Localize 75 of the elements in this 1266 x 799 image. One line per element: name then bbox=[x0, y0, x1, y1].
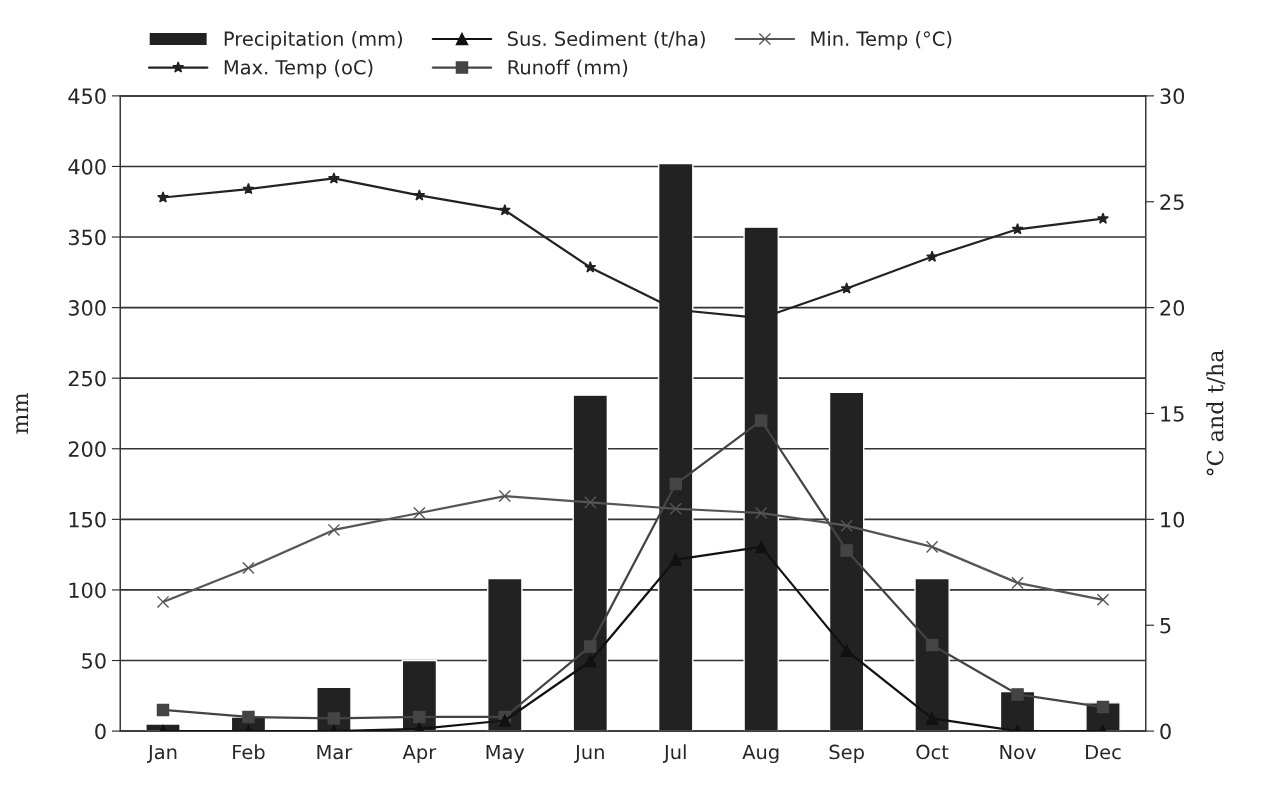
point bbox=[926, 250, 939, 262]
x-tick-label: Dec bbox=[1086, 744, 1121, 760]
y2-axis-title: °C and t/ha bbox=[1206, 350, 1226, 476]
point bbox=[498, 203, 511, 216]
y2-tick-label: 0 bbox=[1160, 723, 1171, 740]
x-tick-label: Sep bbox=[829, 744, 864, 764]
y2-tick-label: 30 bbox=[1160, 88, 1185, 105]
point bbox=[754, 506, 768, 520]
point bbox=[156, 595, 170, 609]
bar bbox=[572, 394, 609, 732]
point bbox=[584, 496, 597, 509]
point bbox=[584, 261, 597, 273]
x-tick-label: May bbox=[486, 744, 525, 764]
y2-tick-label: 20 bbox=[1160, 300, 1185, 316]
x-tick-label: Oct bbox=[916, 744, 949, 760]
y-tick-label: 250 bbox=[68, 370, 106, 387]
y2-tick-label: 15 bbox=[1161, 406, 1184, 422]
point bbox=[242, 561, 255, 575]
point bbox=[1011, 688, 1024, 701]
x-tick-label: Aug bbox=[742, 744, 779, 764]
x-tick-label: Nov bbox=[1000, 744, 1036, 760]
point bbox=[327, 523, 341, 537]
point bbox=[669, 477, 682, 491]
point bbox=[1096, 700, 1110, 714]
y2-tick-label: 5 bbox=[1160, 617, 1171, 634]
point bbox=[584, 640, 597, 653]
legend-label: Sus. Sediment (t/ha) bbox=[507, 31, 705, 49]
x-tick-label: Jan bbox=[147, 744, 177, 763]
point bbox=[498, 714, 512, 727]
point bbox=[413, 710, 426, 724]
point bbox=[327, 712, 341, 725]
point bbox=[242, 710, 255, 724]
point bbox=[925, 638, 939, 652]
point bbox=[1097, 212, 1109, 224]
point bbox=[840, 544, 853, 557]
y-tick-label: 200 bbox=[68, 441, 106, 457]
y2-tick-label: 25 bbox=[1160, 194, 1184, 210]
bar bbox=[487, 577, 523, 732]
legend-label: Runoff (mm) bbox=[508, 59, 628, 77]
x-tick-label: Mar bbox=[317, 744, 353, 760]
y-axis-title: mm bbox=[16, 393, 28, 434]
legend-label: Min. Temp (°C) bbox=[811, 31, 952, 50]
point bbox=[498, 489, 512, 503]
point bbox=[1096, 593, 1110, 607]
point bbox=[840, 519, 853, 532]
y2-tick-label: 10 bbox=[1161, 511, 1185, 528]
point bbox=[413, 506, 426, 520]
point bbox=[754, 414, 768, 427]
legend-label: Precipitation (mm) bbox=[224, 31, 402, 50]
x-tick-label: Feb bbox=[233, 744, 265, 760]
point bbox=[925, 540, 939, 554]
x-tick-label: Jul bbox=[662, 744, 686, 763]
point bbox=[327, 172, 340, 184]
x-tick-label: Apr bbox=[402, 744, 437, 764]
y-tick-label: 100 bbox=[69, 582, 106, 599]
point bbox=[156, 703, 170, 717]
y-tick-label: 350 bbox=[68, 229, 106, 246]
y-tick-label: 150 bbox=[69, 511, 106, 528]
point bbox=[1011, 223, 1024, 235]
point bbox=[157, 191, 169, 203]
y-tick-label: 400 bbox=[68, 158, 106, 175]
y-tick-label: 300 bbox=[68, 300, 106, 316]
y-tick-label: 50 bbox=[82, 652, 106, 669]
legend-label: Max. Temp (oC) bbox=[224, 59, 373, 79]
point bbox=[242, 182, 255, 195]
y-tick-label: 450 bbox=[68, 88, 106, 105]
point bbox=[840, 282, 853, 294]
point bbox=[413, 189, 426, 201]
y-tick-label: 0 bbox=[95, 723, 106, 740]
point bbox=[1011, 576, 1024, 590]
point bbox=[584, 654, 597, 668]
bar bbox=[914, 577, 950, 732]
point bbox=[669, 502, 682, 516]
bar bbox=[828, 391, 865, 732]
x-tick-label: Jun bbox=[574, 744, 604, 763]
